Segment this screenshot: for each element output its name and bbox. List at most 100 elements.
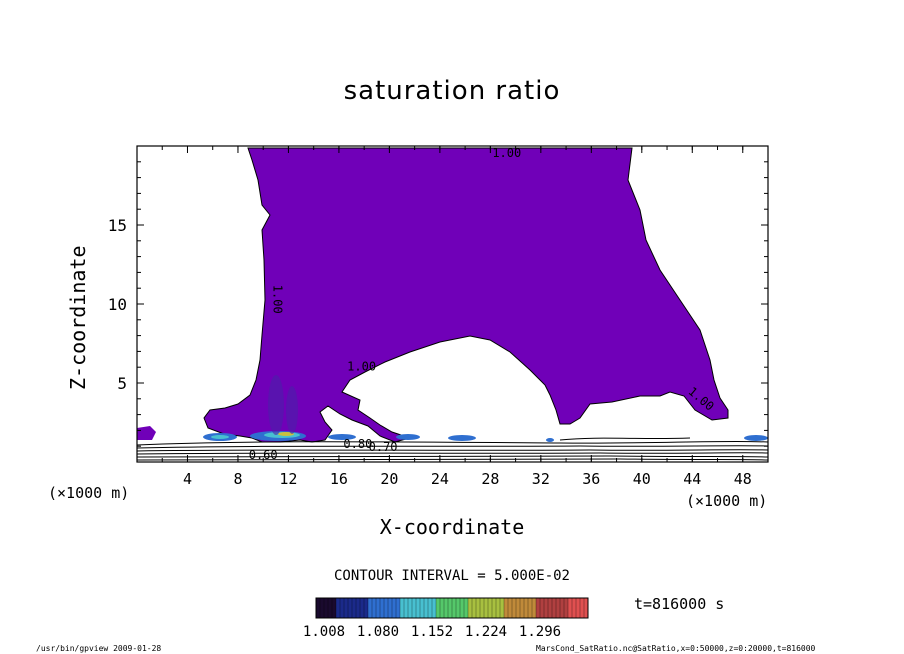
colorbar-cell [512, 598, 517, 618]
x-tick-label: 36 [582, 470, 600, 488]
contour-label: 1.00 [270, 285, 284, 314]
x-tick-label: 16 [330, 470, 348, 488]
surface-contour-lines [136, 437, 769, 461]
colorbar-cell [552, 598, 557, 618]
x-tick-label: 28 [481, 470, 499, 488]
colorbar-cell [396, 598, 401, 618]
colorbar-cell [356, 598, 361, 618]
x-tick-label: 44 [683, 470, 701, 488]
colorbar-cell [464, 598, 469, 618]
colorbar-cell [504, 598, 509, 618]
footer-left: /usr/bin/gpview 2009-01-28 [36, 644, 162, 653]
y-axis-label: Z-coordinate [66, 245, 90, 391]
x-units-left: (×1000 m) [48, 484, 130, 502]
colorbar-cell [320, 598, 325, 618]
colorbar-label: 1.296 [519, 624, 561, 640]
colorbar-cell [448, 598, 453, 618]
colorbar-cell [416, 598, 421, 618]
y-tick-label: 10 [108, 295, 127, 314]
surface-high-values [203, 375, 768, 442]
time-label: t=816000 s [634, 595, 725, 613]
colorbar-cell [384, 598, 389, 618]
colorbar-frame [315, 597, 589, 619]
colorbar-cell [468, 598, 473, 618]
x-tick-label: 20 [380, 470, 398, 488]
colorbar-cell [376, 598, 381, 618]
colorbar-cell [568, 598, 573, 618]
colorbar-cell [488, 598, 493, 618]
colorbar-cell [452, 598, 457, 618]
colorbar-cell [520, 598, 525, 618]
contour-label: 0.70 [369, 440, 398, 454]
colorbar-cell [576, 598, 581, 618]
colorbar-label: 1.224 [465, 624, 507, 640]
colorbar-label: 1.152 [411, 624, 453, 640]
colorbar-cell [360, 598, 365, 618]
colorbar-cell [392, 598, 397, 618]
colorbar-cell [540, 598, 545, 618]
colorbar-cell [400, 598, 405, 618]
colorbar-cell [476, 598, 481, 618]
colorbar-cell [372, 598, 377, 618]
x-tick-label: 8 [233, 470, 242, 488]
x-tick-label: 48 [734, 470, 752, 488]
colorbar-cell [460, 598, 465, 618]
colorbar-cell [556, 598, 561, 618]
contour-label: 0.80 [343, 437, 372, 451]
contour-interval: CONTOUR INTERVAL = 5.000E-02 [333, 568, 570, 584]
colorbar-cell [348, 598, 353, 618]
colorbar-cell [484, 598, 489, 618]
colorbar-cell [440, 598, 445, 618]
saturation-fill-left-edge [137, 426, 156, 440]
y-tick-label: 15 [108, 216, 127, 235]
colorbar-cell [364, 598, 369, 618]
colorbar-cell [328, 598, 333, 618]
colorbar-cell [340, 598, 345, 618]
x-tick-label: 12 [279, 470, 297, 488]
colorbar-cell [524, 598, 529, 618]
colorbar-cell [404, 598, 409, 618]
colorbar-cell [380, 598, 385, 618]
colorbar-cell [516, 598, 521, 618]
colorbar-cell [412, 598, 417, 618]
chart-title: saturation ratio [343, 76, 561, 106]
colorbar-cell [496, 598, 501, 618]
colorbar-cell [336, 598, 341, 618]
y-tick-label: 5 [117, 374, 127, 393]
colorbar-cell [352, 598, 357, 618]
saturation-fill-region [203, 147, 729, 443]
colorbar-cell [408, 598, 413, 618]
colorbar-cell [580, 598, 585, 618]
colorbar-cell [544, 598, 549, 618]
colorbar-cell [420, 598, 425, 618]
footer-right: MarsCond_SatRatio.nc@SatRatio,x=0:50000,… [536, 644, 816, 653]
colorbar-cell [388, 598, 393, 618]
colorbar-cell [528, 598, 533, 618]
colorbar-cell [456, 598, 461, 618]
colorbar-cell [584, 598, 589, 618]
colorbar-cell [432, 598, 437, 618]
x-units-right: (×1000 m) [686, 492, 768, 510]
x-tick-label: 4 [183, 470, 192, 488]
colorbar-cell [532, 598, 537, 618]
colorbar-cell [548, 598, 553, 618]
colorbar-cell [332, 598, 337, 618]
colorbar-cell [344, 598, 349, 618]
x-axis-label: X-coordinate [379, 515, 525, 539]
colorbar-cell [564, 598, 569, 618]
colorbar-cell [444, 598, 449, 618]
contour-label: 1.00 [347, 359, 376, 373]
colorbar-cell [500, 598, 505, 618]
colorbar-cell [368, 598, 373, 618]
colorbar-cell [324, 598, 329, 618]
colorbar-cell [560, 598, 565, 618]
colorbar-cell [428, 598, 433, 618]
colorbar-cell [492, 598, 497, 618]
colorbar-cell [424, 598, 429, 618]
x-tick-label: 40 [633, 470, 651, 488]
colorbar: 1.008 1.080 1.152 1.224 1.296 [303, 598, 589, 640]
colorbar-cell [316, 598, 321, 618]
x-tick-label: 32 [532, 470, 550, 488]
colorbar-label: 1.080 [357, 624, 399, 640]
